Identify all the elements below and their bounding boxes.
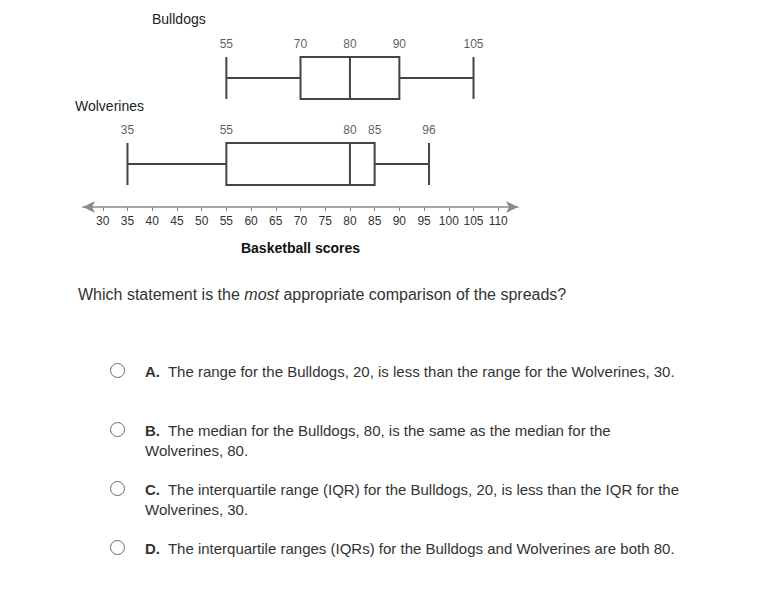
html-text:D. The interquartile ranges (I: D. The interquartile ranges (IQRs) for t… (145, 540, 675, 557)
svg-text:55: 55 (220, 123, 234, 137)
svg-text:50: 50 (195, 214, 209, 228)
svg-text:70: 70 (294, 214, 308, 228)
svg-text:45: 45 (170, 214, 184, 228)
svg-text:Wolverines: Wolverines (75, 98, 144, 114)
svg-text:85: 85 (368, 214, 382, 228)
svg-text:90: 90 (393, 37, 407, 51)
svg-text:110: 110 (489, 214, 508, 228)
svg-text:80: 80 (343, 214, 357, 228)
svg-text:Basketball scores: Basketball scores (241, 240, 360, 256)
svg-text:55: 55 (220, 37, 234, 51)
svg-text:55: 55 (220, 214, 234, 228)
svg-text:90: 90 (393, 214, 407, 228)
svg-text:96: 96 (422, 123, 436, 137)
svg-text:105: 105 (463, 37, 483, 51)
svg-text:Bulldogs: Bulldogs (152, 11, 206, 27)
svg-text:75: 75 (319, 214, 333, 228)
svg-text:85: 85 (368, 123, 382, 137)
html-text:Which statement is the most ap: Which statement is the most appropriate … (78, 286, 567, 303)
svg-text:35: 35 (121, 123, 135, 137)
svg-text:80: 80 (343, 123, 357, 137)
html-text:C. The interquartile range (IQ: C. The interquartile range (IQR) for the… (145, 481, 679, 518)
svg-text:105: 105 (463, 214, 483, 228)
svg-text:40: 40 (146, 214, 160, 228)
html-text:A. The range for the Bulldogs,: A. The range for the Bulldogs, 20, is le… (145, 363, 675, 380)
svg-text:65: 65 (269, 214, 283, 228)
svg-text:30: 30 (96, 214, 110, 228)
svg-text:80: 80 (343, 37, 357, 51)
svg-text:100: 100 (439, 214, 459, 228)
svg-text:35: 35 (121, 214, 135, 228)
svg-text:95: 95 (417, 214, 431, 228)
svg-text:60: 60 (244, 214, 258, 228)
html-text:B. The median for the Bulldogs: B. The median for the Bulldogs, 80, is t… (145, 422, 611, 459)
svg-text:70: 70 (294, 37, 308, 51)
